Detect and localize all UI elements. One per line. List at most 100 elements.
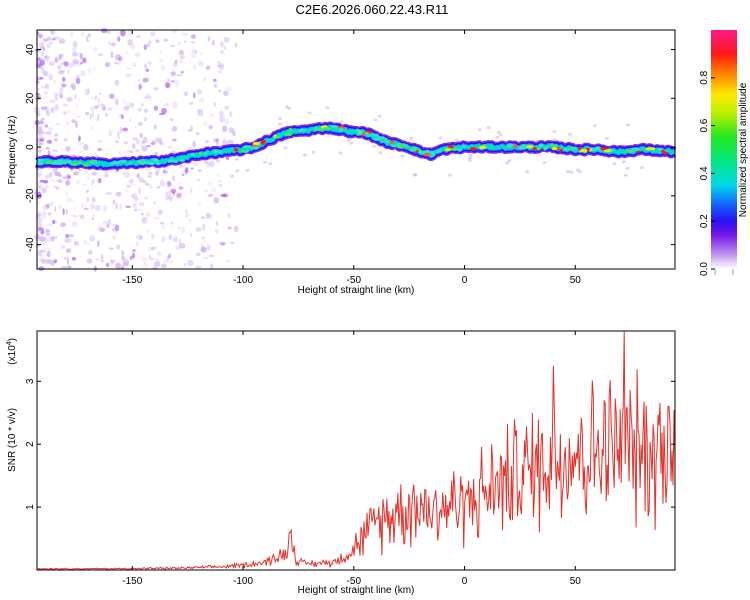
heatmap-cell [144,108,148,113]
heatmap-cell [125,128,128,132]
heatmap-cell [117,61,120,66]
heatmap-cell [37,149,42,153]
heatmap-hot-cell [559,148,563,152]
heatmap-cell [171,191,176,194]
heatmap-cell [108,93,114,99]
heatmap-cell [38,33,43,39]
heatmap-cell [138,201,145,207]
y-tick-label: 3 [25,378,36,384]
heatmap-cell [190,41,196,44]
heatmap-cell [87,67,92,74]
heatmap-cell [201,236,205,240]
heatmap-cell [172,62,178,67]
heatmap-cell [91,112,95,117]
heatmap-cell [78,142,84,146]
heatmap-cell [67,265,72,269]
heatmap-cell [205,65,211,71]
heatmap-cell [213,138,220,142]
heatmap-cell [87,33,91,38]
heatmap-cell [245,168,250,172]
snr-exponent-base: (x10 [7,345,18,365]
heatmap-cell [97,240,100,248]
heatmap-cell [219,63,225,70]
heatmap-cell [214,229,219,234]
heatmap-cell [132,137,138,141]
heatmap-cell [125,101,131,107]
heatmap-cell [190,187,193,194]
heatmap-cell [154,261,161,267]
heatmap-cell [60,70,66,73]
heatmap-hot-cell [509,143,514,147]
heatmap-cell [325,106,330,110]
heatmap-cell [110,51,114,59]
heatmap-cell [97,53,104,57]
heatmap-cell [287,107,292,110]
heatmap-cell [155,39,160,43]
heatmap-cell [50,235,56,242]
heatmap-cell [57,204,63,209]
heatmap-cell [85,35,89,42]
heatmap-cell [198,113,202,117]
heatmap-cell [119,203,122,211]
heatmap-cell [232,131,236,136]
heatmap-cell [39,138,44,142]
heatmap-cell [226,86,233,93]
heatmap-cell [129,150,134,154]
heatmap-cell [177,41,182,46]
heatmap-cell [189,232,193,238]
heatmap-cell [78,168,82,172]
heatmap-cell [179,243,186,249]
heatmap-cell [496,130,501,134]
heatmap-cell [158,112,165,116]
heatmap-cell [498,133,503,137]
heatmap-cell [45,185,49,188]
heatmap-hot-cell [409,148,418,152]
heatmap-hot-cell [71,162,78,167]
heatmap-cell [60,245,66,250]
heatmap-cell [69,31,73,37]
heatmap-cell [65,264,71,270]
heatmap-hot-cell [190,152,196,156]
heatmap-cell [57,66,62,71]
heatmap-cell [164,102,169,106]
heatmap-cell [133,197,140,201]
heatmap-cell [110,258,114,266]
y-tick-label: 0 [25,144,36,150]
heatmap-cell [49,152,55,155]
heatmap-hot-cell [661,149,665,153]
heatmap-cell [197,202,202,207]
heatmap-cell [268,162,273,166]
heatmap-hot-cell [298,128,306,132]
heatmap-cell [65,180,71,186]
x-tick-label: 50 [570,576,582,587]
heatmap-hot-cell [155,162,161,166]
heatmap-hot-cell [243,145,252,149]
heatmap-hot-cell [128,161,133,165]
heatmap-cell [228,127,235,134]
heatmap-cell [77,96,81,101]
heatmap-cell [192,140,197,148]
heatmap-cell [139,142,144,148]
heatmap-cell [140,254,144,260]
heatmap-cell [42,204,48,211]
heatmap-cell [155,258,160,263]
heatmap-cell [107,219,112,226]
heatmap-cell [97,225,104,232]
heatmap-cell [183,91,189,96]
heatmap-cell [49,60,55,66]
heatmap-hot-cell [315,128,324,132]
heatmap-cell [65,248,72,254]
heatmap-cell [44,83,50,90]
heatmap-cell [145,93,150,99]
heatmap-cell [126,184,131,188]
heatmap-cell [172,138,177,142]
heatmap-cell [200,242,204,248]
heatmap-cell [40,41,45,46]
heatmap-cell [135,149,140,152]
heatmap-cell [224,105,230,111]
heatmap-cell [152,201,156,205]
heatmap-hot-cell [583,149,588,153]
heatmap-cell [71,119,76,123]
heatmap-cell [150,246,155,251]
heatmap-hot-cell [36,158,45,162]
